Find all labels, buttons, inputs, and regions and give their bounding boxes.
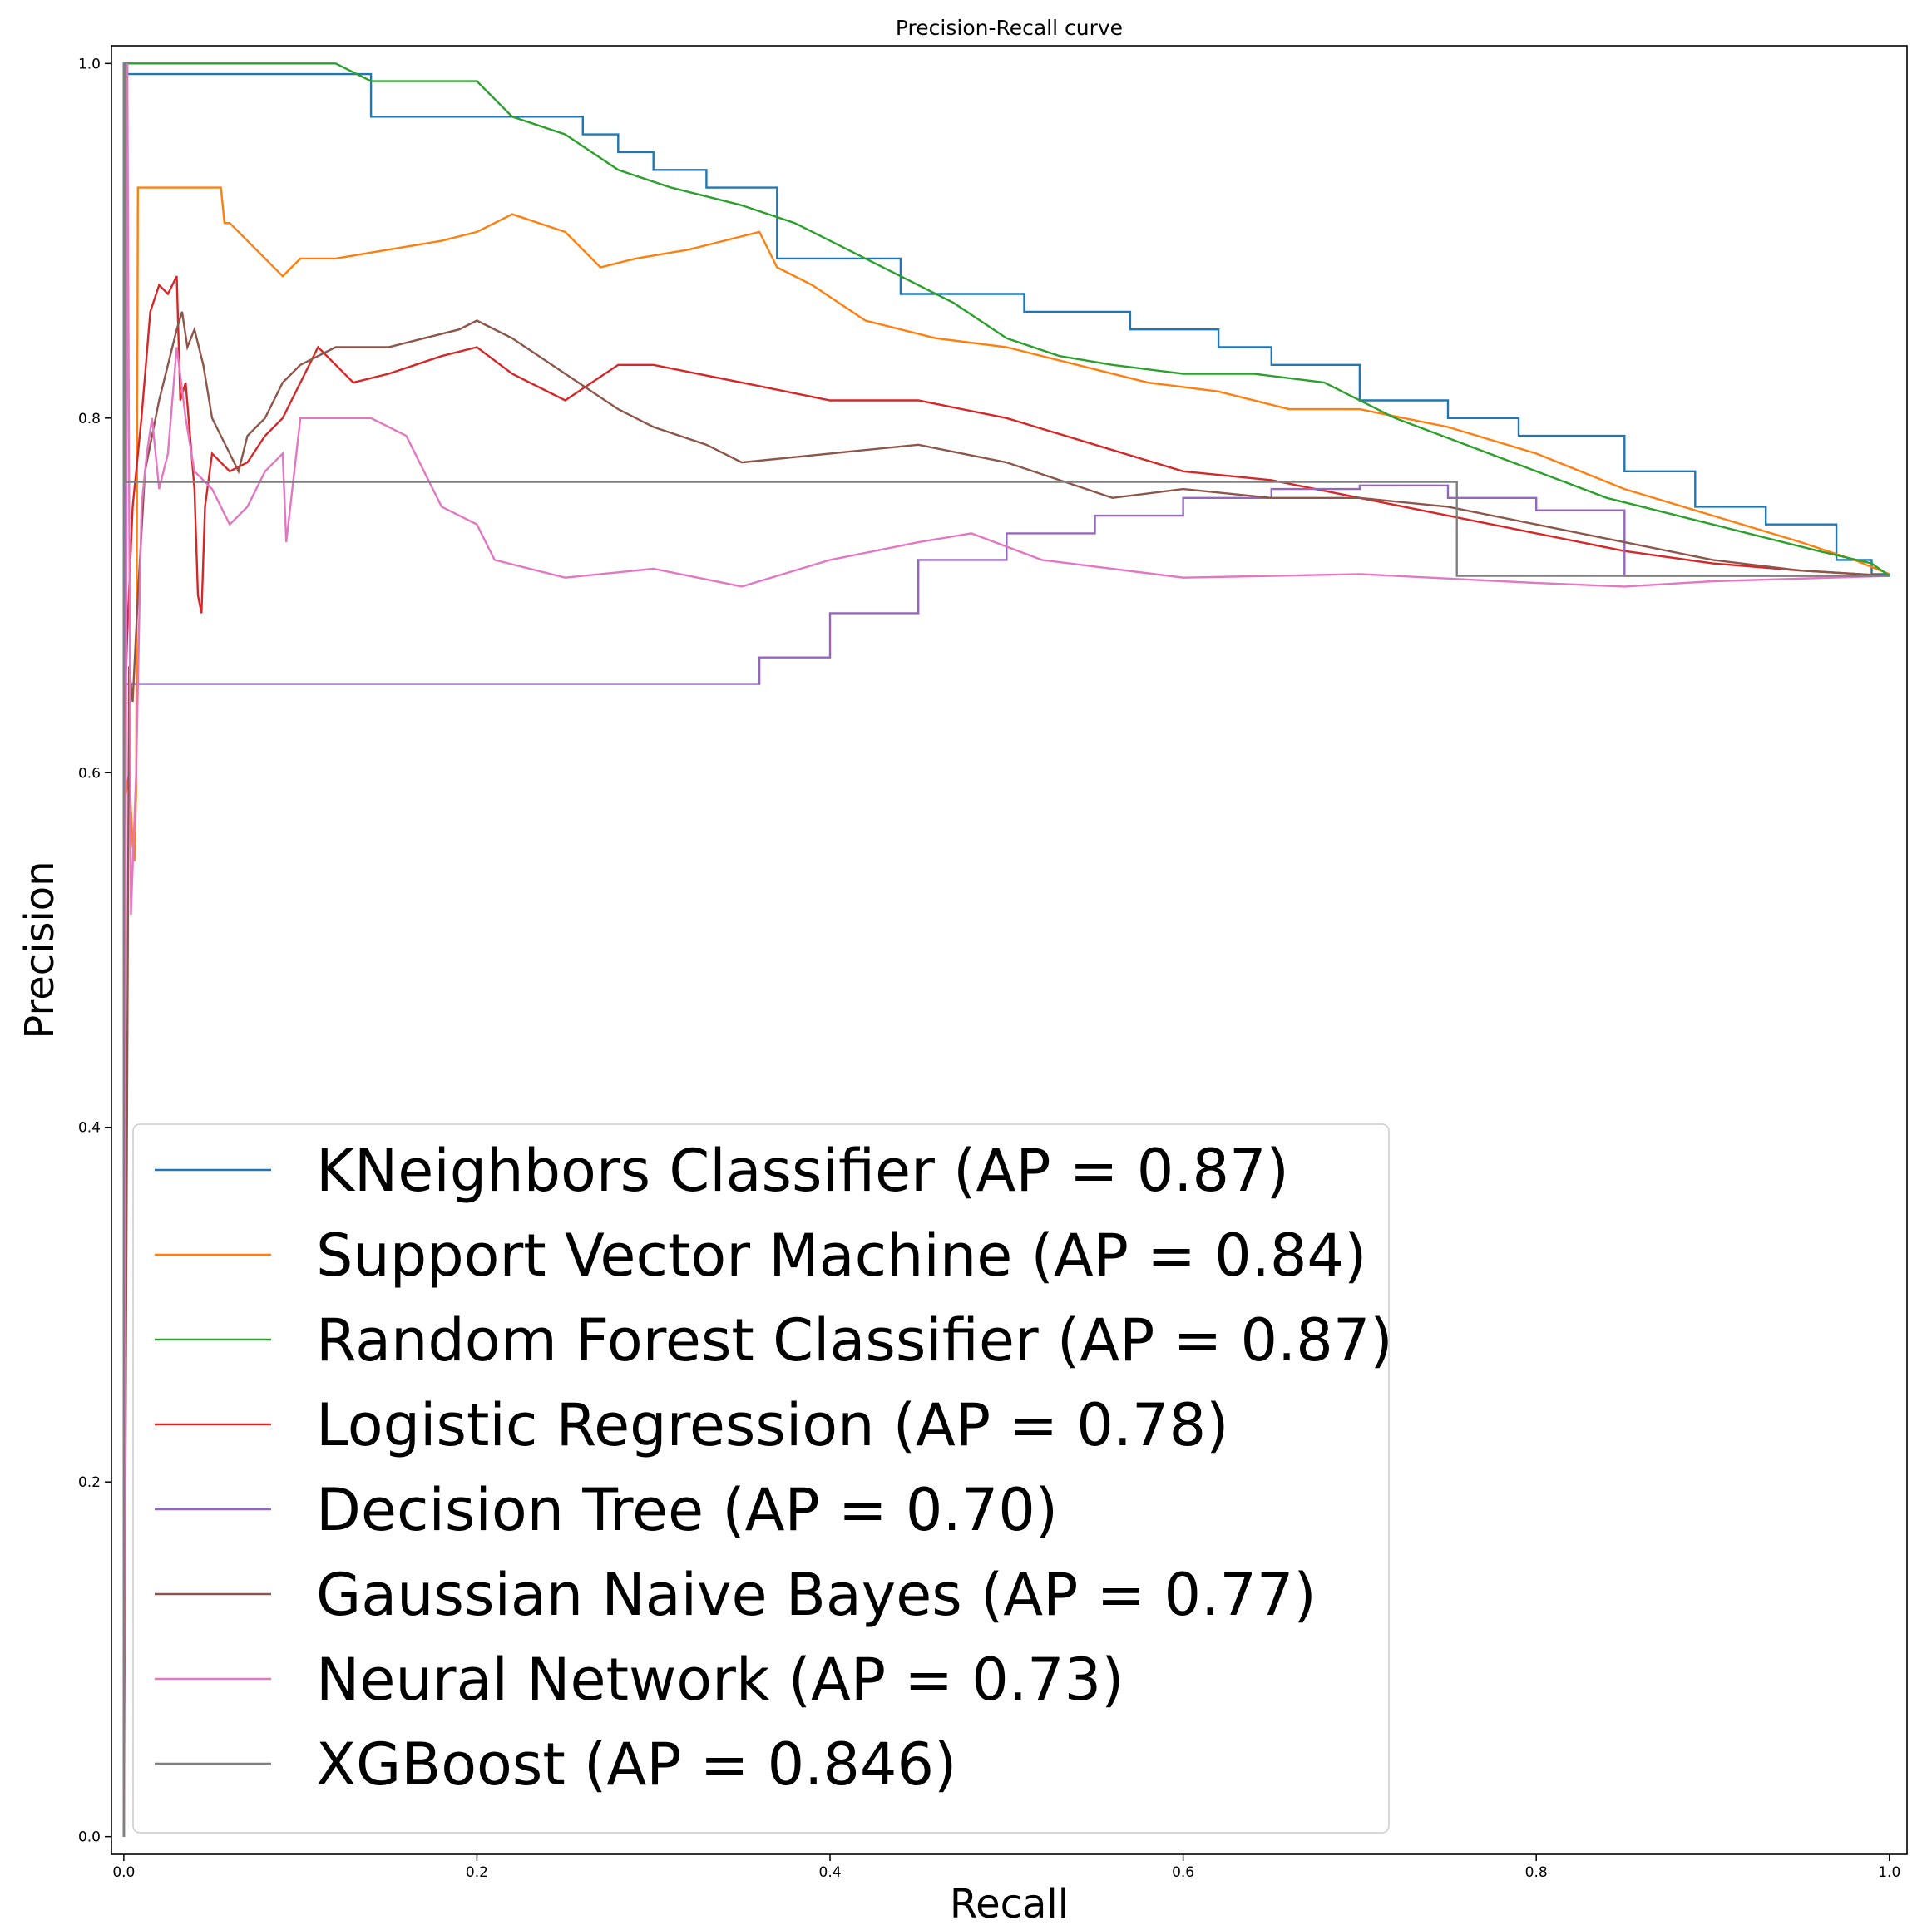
x-tick-label: 0.6 bbox=[1172, 1864, 1194, 1881]
legend-label: Gaussian Naive Bayes (AP = 0.77) bbox=[316, 1561, 1317, 1629]
x-axis: 0.0 0.2 0.4 0.6 0.8 1.0 bbox=[112, 1854, 1900, 1881]
y-tick-label: 1.0 bbox=[78, 56, 101, 72]
legend-label: Decision Tree (AP = 0.70) bbox=[316, 1476, 1058, 1544]
chart-title: Precision-Recall curve bbox=[896, 16, 1123, 40]
legend-label: XGBoost (AP = 0.846) bbox=[316, 1730, 956, 1799]
legend-label: Neural Network (AP = 0.73) bbox=[316, 1646, 1124, 1714]
y-axis: 0.0 0.2 0.4 0.6 0.8 1.0 bbox=[78, 56, 111, 1846]
series-line-2 bbox=[122, 186, 1890, 862]
x-tick-label: 0.8 bbox=[1525, 1864, 1548, 1881]
series-line-5 bbox=[122, 62, 1890, 1837]
y-tick-label: 0.0 bbox=[78, 1829, 101, 1846]
series-line-7 bbox=[122, 63, 1890, 1837]
legend-label: KNeighbors Classifier (AP = 0.87) bbox=[316, 1137, 1289, 1205]
y-tick-label: 0.4 bbox=[78, 1120, 101, 1137]
x-tick-label: 0.0 bbox=[112, 1864, 135, 1881]
series-line-8 bbox=[122, 62, 1890, 1837]
series-line-6 bbox=[122, 311, 1890, 1837]
y-tick-label: 0.2 bbox=[78, 1474, 101, 1491]
legend-label: Random Forest Classifier (AP = 0.87) bbox=[316, 1306, 1393, 1375]
y-axis-label: Precision bbox=[17, 861, 63, 1039]
y-tick-label: 0.6 bbox=[78, 765, 101, 782]
plot-frame bbox=[111, 45, 1908, 1855]
x-tick-label: 0.2 bbox=[466, 1864, 488, 1881]
series-line-4 bbox=[122, 275, 1890, 738]
legend: KNeighbors Classifier (AP = 0.87) Support… bbox=[132, 1123, 1393, 1834]
x-tick-label: 0.4 bbox=[819, 1864, 842, 1881]
legend-label: Support Vector Machine (AP = 0.84) bbox=[316, 1222, 1366, 1290]
x-tick-label: 1.0 bbox=[1878, 1864, 1900, 1881]
series-line-1 bbox=[122, 62, 1890, 1837]
y-tick-label: 0.8 bbox=[78, 411, 101, 427]
legend-box bbox=[132, 1123, 1390, 1834]
x-axis-label: Recall bbox=[950, 1881, 1069, 1928]
legend-label: Logistic Regression (AP = 0.78) bbox=[316, 1391, 1228, 1459]
series-layer bbox=[122, 62, 1890, 1837]
series-line-3 bbox=[122, 62, 1890, 1837]
